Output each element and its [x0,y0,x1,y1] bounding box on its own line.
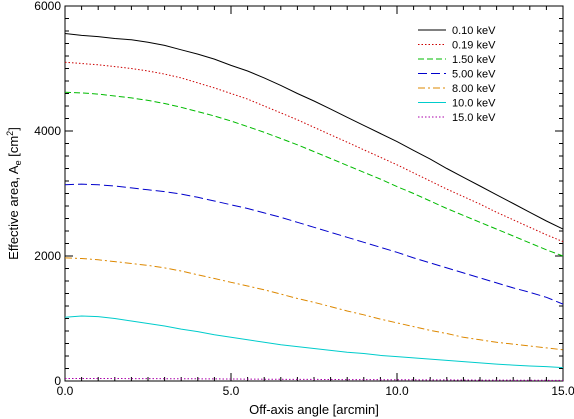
legend-label: 10.0 keV [452,98,496,110]
series-line [64,33,564,230]
legend-label: 15.0 keV [452,112,496,124]
y-axis-label-subscript: e [13,160,23,165]
x-tick-label: 10.0 [385,384,409,398]
series-line [64,257,564,351]
x-tick-label: 5.0 [223,384,240,398]
x-tick-label: 15.0 [551,384,574,398]
y-tick-label: 2000 [34,249,61,263]
y-tick-label: 0 [54,374,61,388]
legend-label: 8.00 keV [452,83,496,95]
y-axis-label: Effective area, Ae [cm2] [5,127,23,260]
series-layer [64,33,564,381]
legend-label: 1.50 keV [452,54,496,66]
axis-ticks [64,5,564,382]
y-tick-label: 4000 [34,124,61,138]
series-line [65,378,564,381]
x-axis-label: Off-axis angle [arcmin] [249,402,379,417]
y-axis-label-main: Effective area, A [6,165,21,260]
series-line [64,183,564,305]
series-line [64,61,564,243]
y-tick-label: 6000 [34,0,61,13]
legend-label: 5.00 keV [452,69,496,81]
series-line [64,315,564,369]
series-line [64,91,564,257]
legend-label: 0.19 keV [452,40,496,52]
y-axis-label-close: ] [6,127,21,131]
legend: 0.10 keV 0.19 keV 1.50 keV 5.00 keV 8.00 keV… [418,25,496,124]
legend-label: 0.10 keV [452,25,496,37]
y-axis-label-superscript: 2 [5,131,15,136]
axis-tick-labels: 0.0 5.0 10.0 15.0 0 2000 4000 6000 [34,0,574,398]
x-tick-label: 0.0 [57,384,74,398]
y-axis-label-unit: [cm [6,136,21,161]
